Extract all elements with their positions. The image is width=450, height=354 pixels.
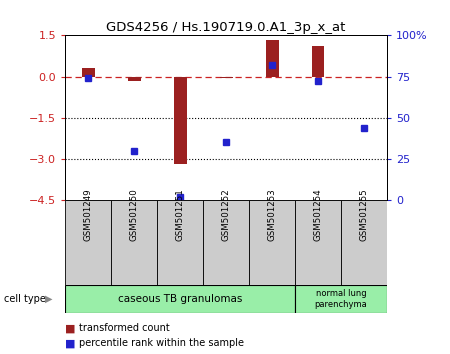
Bar bbox=[341, 200, 387, 285]
Bar bbox=[157, 200, 203, 285]
Bar bbox=[111, 200, 157, 285]
Text: ▶: ▶ bbox=[45, 294, 52, 304]
Bar bbox=[65, 285, 295, 313]
Text: GSM501254: GSM501254 bbox=[314, 188, 323, 241]
Title: GDS4256 / Hs.190719.0.A1_3p_x_at: GDS4256 / Hs.190719.0.A1_3p_x_at bbox=[107, 21, 346, 34]
Text: GSM501251: GSM501251 bbox=[176, 188, 184, 241]
Text: GSM501253: GSM501253 bbox=[268, 188, 277, 241]
Text: GSM501255: GSM501255 bbox=[360, 188, 369, 241]
Text: GSM501250: GSM501250 bbox=[130, 188, 139, 241]
Text: normal lung
parenchyma: normal lung parenchyma bbox=[315, 290, 367, 309]
Bar bbox=[295, 285, 387, 313]
Bar bbox=[249, 200, 295, 285]
Bar bbox=[266, 40, 279, 76]
Bar bbox=[174, 76, 187, 164]
Bar bbox=[295, 200, 341, 285]
Bar bbox=[311, 46, 324, 76]
Bar bbox=[203, 200, 249, 285]
Bar bbox=[65, 200, 111, 285]
Bar bbox=[220, 76, 233, 78]
Text: percentile rank within the sample: percentile rank within the sample bbox=[79, 338, 244, 348]
Bar bbox=[128, 76, 141, 81]
Text: ■: ■ bbox=[65, 338, 76, 348]
Text: cell type: cell type bbox=[4, 294, 46, 304]
Text: transformed count: transformed count bbox=[79, 323, 170, 333]
Bar bbox=[82, 68, 94, 76]
Text: caseous TB granulomas: caseous TB granulomas bbox=[118, 294, 243, 304]
Text: GSM501249: GSM501249 bbox=[84, 188, 93, 241]
Text: ■: ■ bbox=[65, 323, 76, 333]
Text: GSM501252: GSM501252 bbox=[221, 188, 230, 241]
